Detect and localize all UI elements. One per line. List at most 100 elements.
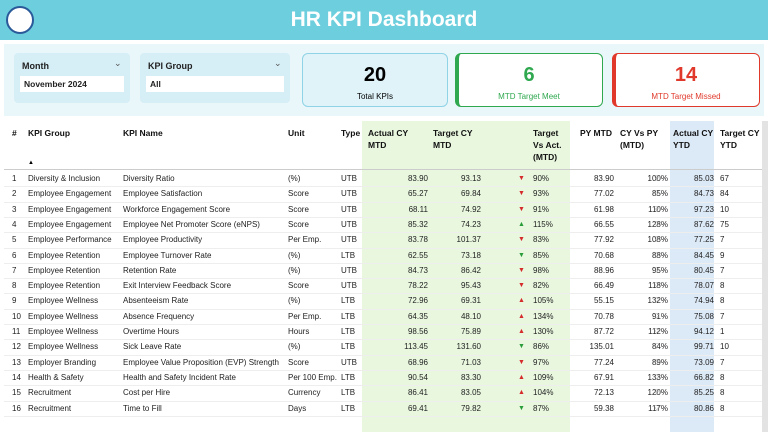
table-cell: 95% [651,265,668,275]
table-cell: (%) [288,174,301,183]
table-cell: Hours [288,327,310,336]
scrollbar[interactable] [762,121,768,432]
table-cell: 80.45 [693,265,714,275]
status-arrow: ▼ [518,190,525,198]
table-cell: 83.90 [593,174,614,183]
table-cell: 100% [647,174,668,183]
table-cell: Health and Safety Incident Rate [123,372,236,382]
table-cell: LTB [341,296,356,306]
table-cell: Employee Net Promoter Score (eNPS) [123,219,260,229]
table-cell: 70.68 [593,250,614,260]
table-cell: UTB [341,219,357,229]
table-cell: 13 [12,357,21,367]
table-cell: Workforce Engagement Score [123,204,231,214]
column-header: KPI Group [28,128,71,138]
table-cell: UTB [341,174,357,183]
table-cell: 84% [651,342,668,352]
table-cell: 93% [533,189,550,199]
table-cell: 71.03 [460,357,481,367]
row-rule [4,415,762,417]
table-cell: 72.96 [407,296,428,306]
table-cell: 79.82 [460,403,481,413]
table-cell: 74.92 [460,204,481,214]
slicer-value[interactable]: November 2024 [20,76,124,92]
table-cell: Employee Retention [28,281,101,291]
table-cell: 8 [720,281,725,291]
table-cell: 72.13 [593,388,614,398]
table-cell: 97% [533,357,550,367]
table-cell: 117% [648,403,668,413]
status-arrow: ▼ [518,404,525,412]
trend-chevron: ▽ [654,282,660,290]
trend-chevron: ▽ [654,404,660,412]
table-cell: 94.12 [693,327,714,336]
table-cell: Employee Performance [28,235,112,245]
table-cell: Employee Wellness [28,327,99,336]
row-rule [4,400,762,402]
slicer-chevron[interactable]: ⌄ [114,58,122,68]
trend-chevron: ▽ [654,297,660,305]
sort-icon[interactable]: ▲ [28,160,34,166]
table-cell: 16 [12,403,21,413]
table-cell: 84.73 [693,189,714,199]
table-cell: 61.98 [593,204,614,214]
table-cell: Sick Leave Rate [123,342,182,352]
table-cell: 87.72 [593,327,614,336]
table-cell: (%) [288,265,301,275]
table-cell: 109% [533,372,554,382]
table-cell: 9 [720,250,725,260]
table-cell: 15 [12,388,21,398]
table-cell: 82% [533,281,550,291]
status-arrow: ▼ [518,251,525,259]
table-cell: (%) [288,296,301,306]
table-cell: 120% [647,388,668,398]
card-label: MTD Target Missed [651,92,721,101]
table-cell: 108% [647,235,668,245]
table-cell: 104% [533,388,554,398]
row-rule [4,216,762,218]
table-cell: UTB [341,189,357,199]
row-rule [4,186,762,188]
table-cell: 75.89 [460,327,481,336]
table-cell: 77.02 [593,189,614,199]
slicer-value[interactable]: All [146,76,284,92]
table-cell: (%) [288,342,301,352]
table-cell: 133% [647,372,668,382]
table-cell: 89% [651,357,668,367]
table-cell: 83.30 [460,372,481,382]
table-cell: Employee Productivity [123,235,203,245]
table-cell: 8 [720,403,725,413]
table-cell: 10 [12,311,21,321]
table-cell: 84.73 [407,265,428,275]
trend-chevron: ▽ [654,266,660,274]
table-cell: 75.08 [693,311,714,321]
table-cell: Per Emp. [288,235,322,245]
table-cell: 11 [12,327,21,336]
table-cell: 88.96 [593,265,614,275]
table-cell: 66.82 [693,372,714,382]
column-header: Actual CY MTD [368,128,408,150]
kpi-card [302,53,448,107]
table-cell: 62.55 [407,250,428,260]
column-header: Target CY YTD [720,128,760,150]
table-cell: Diversity & Inclusion [28,174,101,183]
table-cell: 73.09 [693,357,714,367]
table-cell: Time to Fill [123,403,162,413]
card-label: MTD Target Meet [498,92,560,101]
column-header: PY MTD [580,128,612,138]
table-cell: 75 [720,219,729,229]
row-rule [4,308,762,310]
table-cell: LTB [341,342,356,352]
table-cell: 110% [648,204,668,214]
table-cell: 83.90 [407,174,428,183]
table-cell: LTB [341,327,356,336]
slicer-chevron[interactable]: ⌄ [274,58,282,68]
card-value: 20 [363,64,387,86]
table-cell: 98% [533,265,550,275]
table-cell: Per 100 Emp. [288,372,337,382]
table-cell: Overtime Hours [123,327,180,336]
status-arrow: ▼ [518,282,525,290]
trend-chevron: ▽ [654,328,660,335]
status-arrow: ▼ [518,175,525,182]
table-cell: 8 [720,296,725,306]
